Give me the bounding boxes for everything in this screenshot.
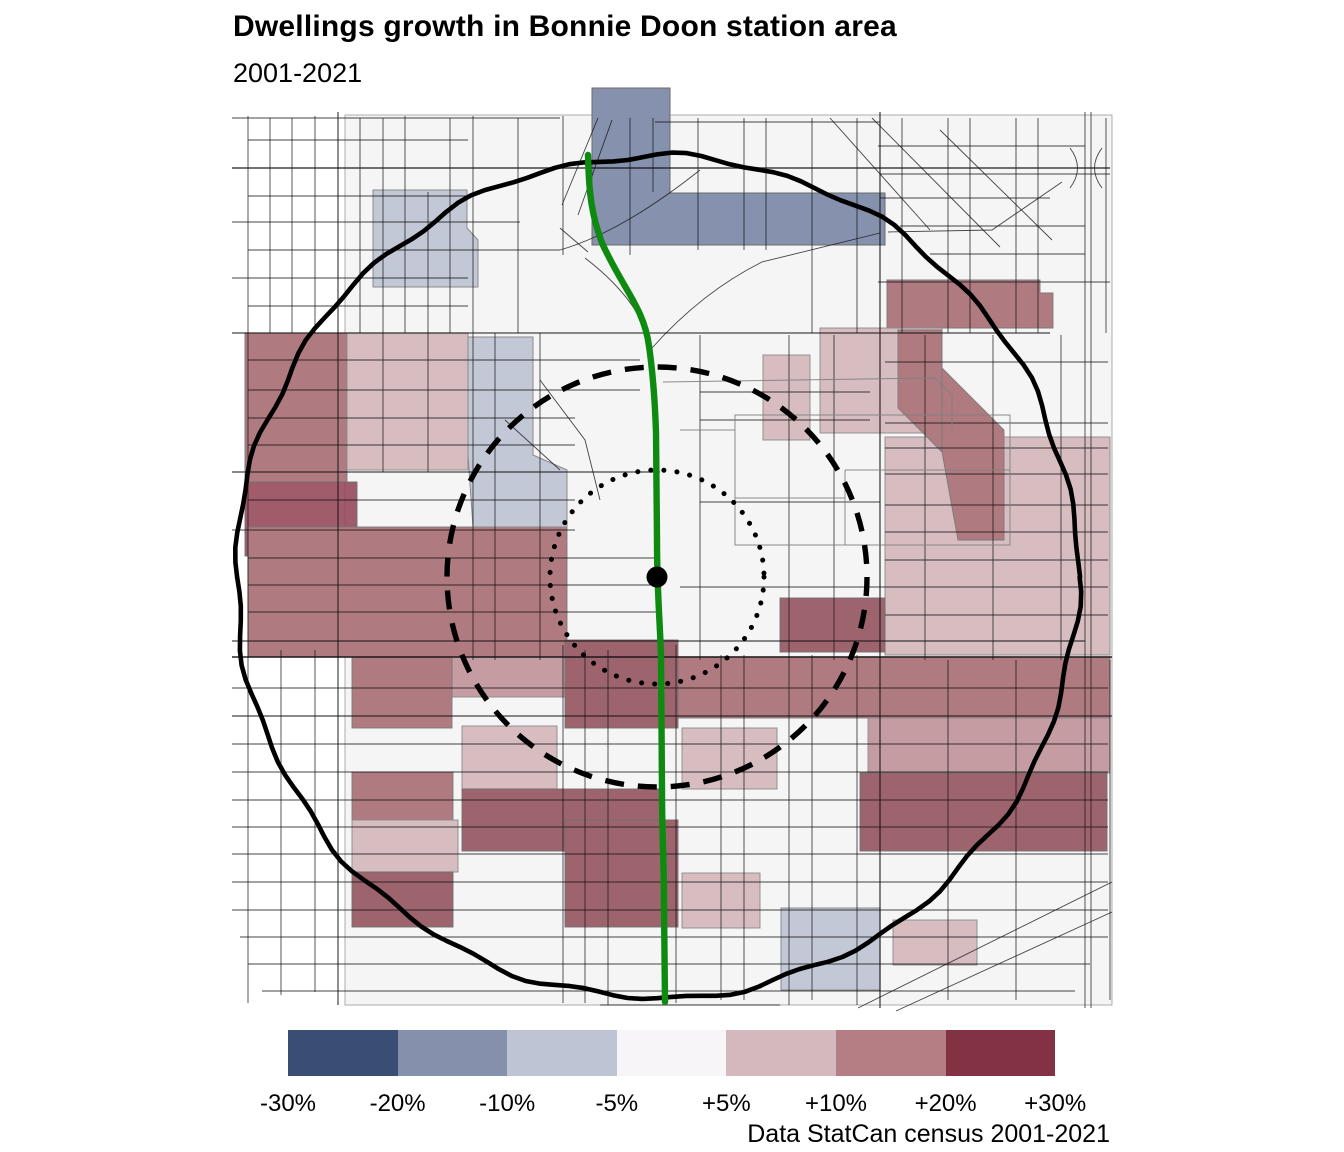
parcel-outlines [662, 377, 1011, 546]
station-marker [646, 566, 668, 588]
census-polygon [346, 332, 469, 471]
census-polygon [467, 336, 568, 528]
inner-radius-ring [547, 467, 767, 687]
legend-swatch-0 [288, 1030, 398, 1076]
legend-label-1: -20% [369, 1090, 426, 1117]
census-polygon [779, 597, 886, 653]
legend-label-5: +10% [804, 1090, 868, 1117]
station-area-map [232, 87, 1113, 1012]
legend-labels: -30% -20% -10% -5% +5% +10% +20% +30% [0, 1090, 1344, 1120]
legend-label-2: -10% [479, 1090, 536, 1117]
legend-swatch-3 [616, 1030, 727, 1076]
legend-swatch-4 [726, 1030, 836, 1076]
attribution: Data StatCan census 2001-2021 [747, 1120, 1110, 1148]
census-polygon [941, 366, 1005, 541]
census-polygon [681, 727, 778, 790]
legend-label-7: +30% [1024, 1090, 1087, 1117]
street-network [232, 112, 1113, 1012]
legend-label-3: -5% [595, 1090, 639, 1117]
outer-radius-ring [233, 150, 1084, 1002]
census-polygon [780, 907, 881, 991]
legend-swatch-1 [397, 1030, 508, 1076]
legend-swatch-2 [507, 1030, 617, 1076]
lrt-line [584, 151, 669, 1006]
census-polygon [247, 526, 568, 658]
legend-label-0: -30% [259, 1090, 317, 1117]
legend-colorbar [288, 1030, 1056, 1076]
census-polygon [867, 717, 1111, 774]
census-polygon [461, 725, 558, 790]
page-subtitle: 2001-2021 [233, 58, 363, 88]
census-polygon [351, 819, 459, 873]
census-polygon [659, 656, 1111, 719]
middle-radius-ring [444, 364, 870, 790]
census-polygon [351, 656, 453, 729]
census-polygon [564, 819, 679, 928]
legend-swatch-5 [835, 1030, 946, 1076]
legend-label-4: +5% [702, 1090, 751, 1117]
page-title: Dwellings growth in Bonnie Doon station … [233, 10, 897, 43]
census-polygon [351, 771, 454, 821]
legend-label-6: +20% [914, 1090, 977, 1117]
census-polygon [892, 919, 978, 966]
legend-swatch-6 [945, 1030, 1056, 1076]
census-polygon [372, 189, 479, 288]
census-polygon [451, 656, 568, 698]
